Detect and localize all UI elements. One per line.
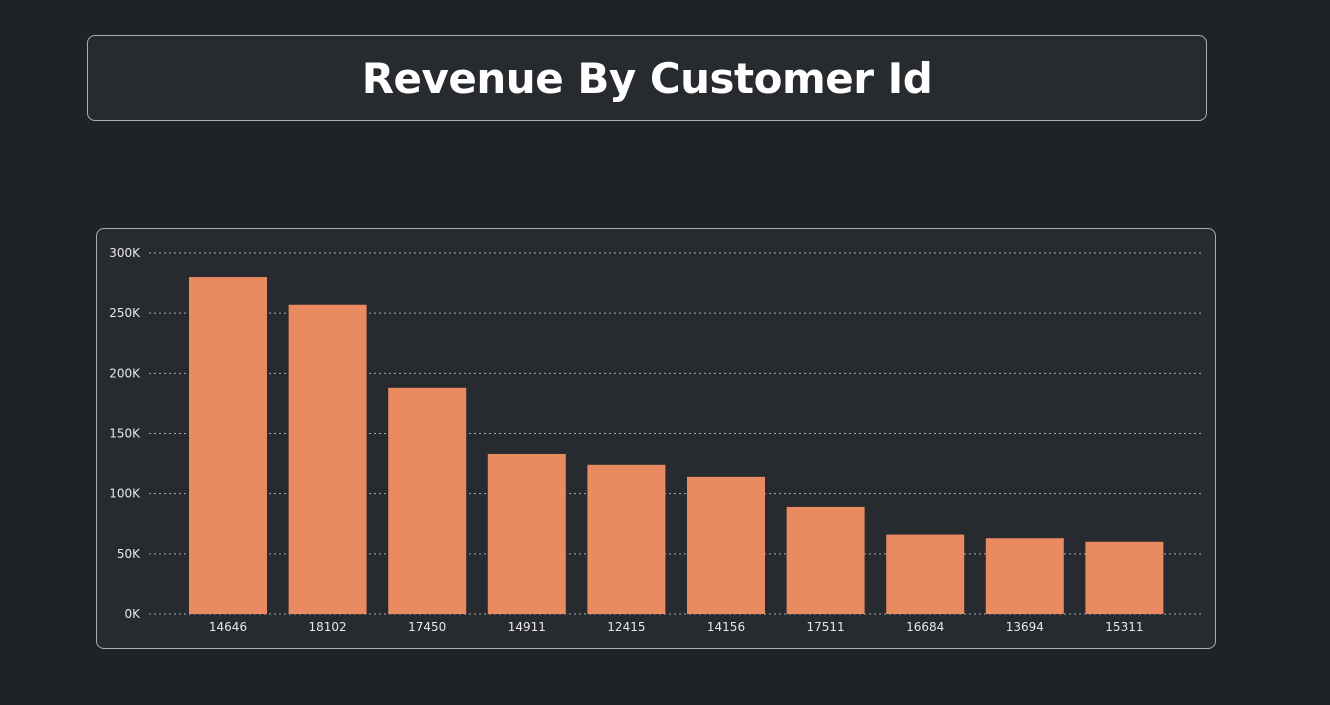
y-tick-label: 200K xyxy=(109,366,141,380)
bar-13694[interactable] xyxy=(985,538,1064,614)
bar-16684[interactable] xyxy=(886,534,965,614)
y-tick-label: 150K xyxy=(109,427,141,441)
y-tick-label: 50K xyxy=(117,547,141,561)
x-tick-label: 12415 xyxy=(607,620,645,634)
x-tick-label: 14646 xyxy=(209,620,247,634)
page-title: Revenue By Customer Id xyxy=(361,53,933,103)
y-tick-label: 250K xyxy=(109,306,141,320)
x-tick-label: 14911 xyxy=(508,620,546,634)
x-tick-label: 18102 xyxy=(309,620,347,634)
bar-14156[interactable] xyxy=(687,476,765,614)
x-tick-label: 17511 xyxy=(807,620,845,634)
y-tick-label: 0K xyxy=(124,607,141,621)
title-card: Revenue By Customer Id xyxy=(87,35,1207,121)
bar-17511[interactable] xyxy=(786,506,865,614)
x-tick-label: 17450 xyxy=(408,620,446,634)
bar-15311[interactable] xyxy=(1085,541,1164,614)
y-tick-label: 300K xyxy=(109,246,141,260)
bar-17450[interactable] xyxy=(388,387,467,614)
x-tick-label: 13694 xyxy=(1006,620,1044,634)
bar-14646[interactable] xyxy=(189,277,267,614)
chart-card: 0K 50K 100K 150K 200K 250K 300K 14646 18102 17450… xyxy=(96,228,1216,649)
x-tick-label: 15311 xyxy=(1105,620,1143,634)
bar-18102[interactable] xyxy=(288,304,367,614)
bar-12415[interactable] xyxy=(587,464,666,614)
x-tick-label: 14156 xyxy=(707,620,745,634)
bar-chart: 0K 50K 100K 150K 200K 250K 300K 14646 18102 17450… xyxy=(109,246,1201,634)
x-tick-label: 16684 xyxy=(906,620,944,634)
bar-14911[interactable] xyxy=(487,453,566,614)
y-tick-label: 100K xyxy=(109,487,141,501)
